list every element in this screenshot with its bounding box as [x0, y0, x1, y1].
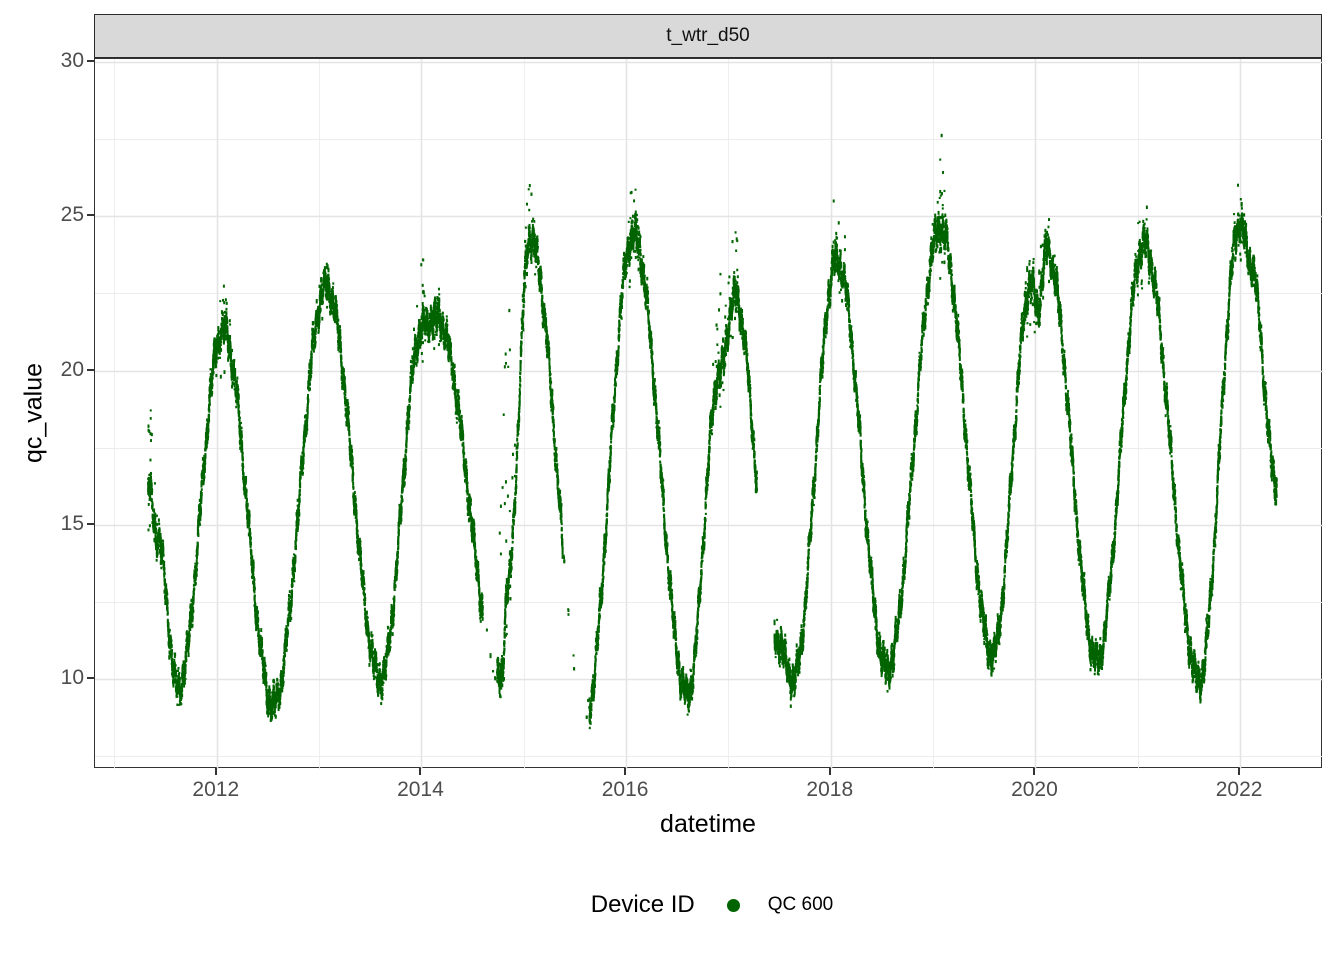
facet-strip: t_wtr_d50: [94, 14, 1322, 58]
x-tick-label: 2022: [1215, 778, 1263, 801]
x-tick-label: 2012: [192, 778, 240, 801]
x-tick-mark: [828, 768, 831, 775]
y-tick-mark: [87, 676, 94, 679]
y-tick-label: 15: [60, 511, 84, 535]
y-tick-mark: [87, 368, 94, 371]
x-tick-label: 2020: [1011, 778, 1058, 801]
y-tick-label: 10: [60, 665, 84, 689]
x-tick-mark: [1033, 768, 1036, 775]
x-tick-mark: [214, 768, 217, 775]
facet-strip-label: t_wtr_d50: [666, 25, 750, 46]
y-tick-mark: [87, 522, 94, 525]
y-tick-label: 20: [60, 357, 84, 381]
legend-inner: Device ID QC 600: [591, 891, 834, 919]
x-tick-mark: [419, 768, 422, 775]
y-tick-mark: [87, 60, 94, 63]
y-tick-label: 30: [60, 49, 84, 73]
x-axis-title: datetime: [660, 810, 756, 838]
x-tick-mark: [1238, 768, 1241, 775]
plot-panel: [94, 58, 1323, 769]
x-tick-label: 2018: [806, 778, 854, 801]
scatter-canvas: [95, 59, 1323, 769]
x-tick-label: 2016: [601, 778, 649, 801]
legend-point-icon: [726, 898, 740, 912]
y-axis-title: qc_value: [19, 362, 48, 464]
y-tick-mark: [87, 214, 94, 217]
legend-title: Device ID: [590, 891, 695, 918]
x-tick-mark: [624, 768, 627, 775]
legend: Device ID QC 600: [0, 891, 1344, 919]
x-tick-label: 2014: [397, 778, 444, 801]
y-tick-label: 25: [60, 203, 84, 227]
legend-item-label: QC 600: [767, 894, 834, 915]
